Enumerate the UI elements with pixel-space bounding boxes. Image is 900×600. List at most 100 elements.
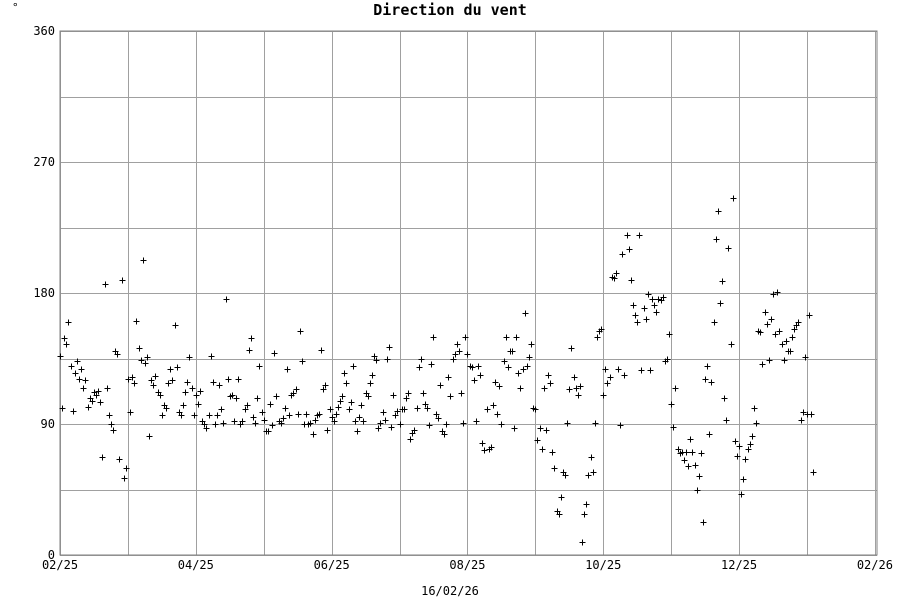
data-point [783,338,790,345]
data-point [602,366,609,373]
data-point [201,421,208,428]
data-point [447,393,454,400]
data-point [114,351,121,358]
data-point [630,302,637,309]
data-point [698,450,705,457]
y-tick-label: 270 [33,155,55,169]
data-point [350,363,357,370]
data-point [286,412,293,419]
data-point [621,372,628,379]
data-point [649,296,656,303]
data-point [214,412,221,419]
data-point [768,316,775,323]
data-point [422,401,429,408]
data-point [808,411,815,418]
data-point [511,425,518,432]
data-point [411,427,418,434]
data-point [626,246,633,253]
data-point [261,417,268,424]
data-point [770,291,777,298]
data-point [564,420,571,427]
data-point [316,411,323,418]
data-point [558,494,565,501]
data-point [604,380,611,387]
data-point [806,312,813,319]
data-point [503,334,510,341]
data-point [348,399,355,406]
data-point [647,367,654,374]
data-point [579,539,586,546]
data-point [297,328,304,335]
data-point [600,392,607,399]
data-point [437,382,444,389]
data-point [749,433,756,440]
data-point [702,376,709,383]
data-point [223,296,230,303]
data-point [269,422,276,429]
data-point [798,417,805,424]
data-point [89,398,96,405]
data-point [802,354,809,361]
data-point [524,363,531,370]
data-point [229,392,236,399]
x-axis-ticks: 02/25 04/25 06/25 08/25 10/25 12/25 02/26 [42,558,893,572]
data-point [278,420,285,427]
data-point [235,376,242,383]
data-point [624,232,631,239]
data-point [666,331,673,338]
x-tick-label: 10/25 [585,558,621,572]
data-point [377,420,384,427]
data-point [148,377,155,384]
x-tick-label: 12/25 [721,558,757,572]
grid [60,31,877,556]
data-point [259,409,266,416]
data-point [494,411,501,418]
data-point [244,402,251,409]
data-point [169,377,176,384]
data-point [505,364,512,371]
data-point [290,390,297,397]
data-point [479,440,486,447]
x-tick-label: 02/26 [857,558,893,572]
data-point [520,366,527,373]
data-point [220,420,227,427]
data-point [380,409,387,416]
data-point [231,418,238,425]
data-point [146,433,153,440]
data-points [57,195,817,546]
data-point [638,367,645,374]
data-point [82,377,89,384]
data-point [687,436,694,443]
x-tick-label: 02/25 [42,558,78,572]
data-point [265,428,272,435]
data-point [581,511,588,518]
data-point [129,374,136,381]
data-point [250,414,257,421]
data-point [547,380,554,387]
data-point [721,395,728,402]
data-point [210,379,217,386]
data-point [704,363,711,370]
data-point [426,422,433,429]
data-point [74,358,81,365]
data-point [795,319,802,326]
data-point [108,421,115,428]
data-point [59,405,66,412]
data-point [490,402,497,409]
data-point [142,360,149,367]
data-point [136,345,143,352]
data-point [810,469,817,476]
data-point [611,275,618,282]
data-point [696,473,703,480]
data-point [97,399,104,406]
y-tick-label: 90 [41,417,55,431]
data-point [189,385,196,392]
data-point [734,453,741,460]
data-point [598,326,605,333]
data-point [110,427,117,434]
data-point [104,385,111,392]
data-point [672,385,679,392]
data-point [102,281,109,288]
data-point [655,296,662,303]
data-point [522,310,529,317]
